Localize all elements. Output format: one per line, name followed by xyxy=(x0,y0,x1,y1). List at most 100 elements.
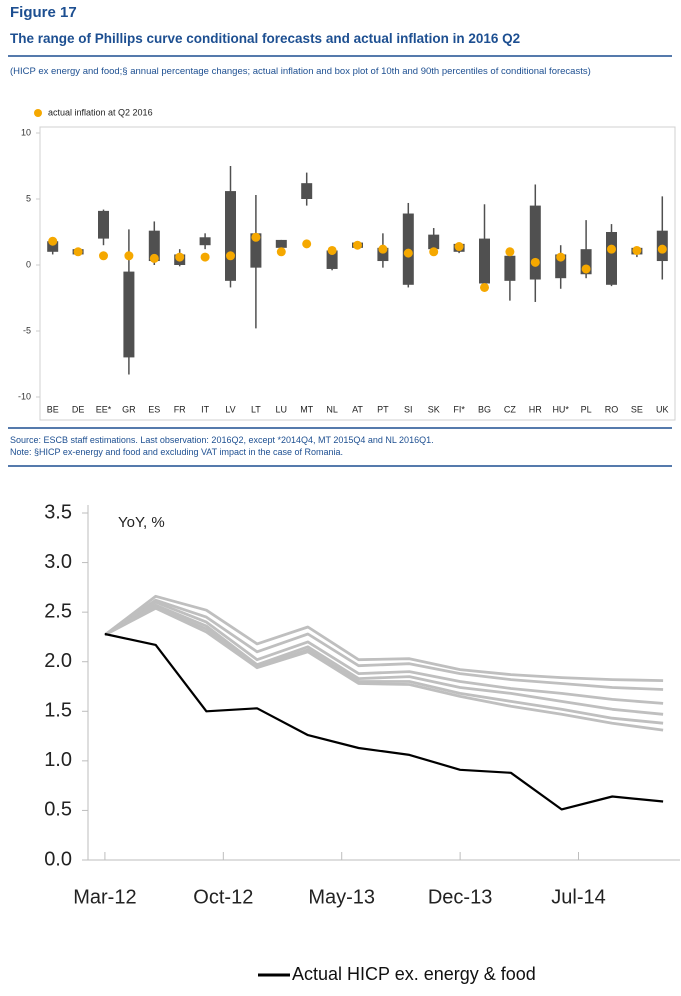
actual-dot xyxy=(124,251,134,261)
actual-dot xyxy=(556,252,566,262)
y-tick-label: 5 xyxy=(26,193,31,203)
x-tick-label: NL xyxy=(326,404,338,414)
series-line xyxy=(104,600,664,705)
actual-dot xyxy=(505,247,515,257)
y-tick-label: 0 xyxy=(26,259,31,269)
x-tick-label: LU xyxy=(276,404,288,414)
x-tick-label: May-13 xyxy=(308,886,375,908)
actual-dot xyxy=(454,242,464,252)
x-tick-label: UK xyxy=(656,404,669,414)
legend-label: actual inflation at Q2 2016 xyxy=(48,107,153,117)
actual-dot xyxy=(73,247,83,257)
x-tick-label: PL xyxy=(581,404,592,414)
note: Source: ESCB staff estimations. Last obs… xyxy=(10,435,434,445)
x-tick-label: HR xyxy=(529,404,542,414)
actual-dot xyxy=(581,264,591,274)
box xyxy=(301,183,313,199)
y-tick-label: 2.5 xyxy=(44,600,72,622)
figure-label: Figure 17 xyxy=(10,4,77,21)
box xyxy=(428,234,440,250)
actual-dot xyxy=(378,244,388,254)
x-tick-label: SK xyxy=(428,404,440,414)
box xyxy=(98,210,109,239)
chart-title: The range of Phillips curve conditional … xyxy=(10,31,521,46)
actual-dot xyxy=(276,247,286,257)
x-tick-label: PT xyxy=(377,404,389,414)
plot-frame xyxy=(39,126,676,421)
actual-dot xyxy=(632,245,642,255)
box xyxy=(148,230,160,262)
y-tick-label: 0.0 xyxy=(44,848,72,870)
y-tick-label: 2.0 xyxy=(44,650,72,672)
actual-dot xyxy=(48,236,58,246)
actual-dot xyxy=(200,252,210,262)
x-tick-label: Oct-12 xyxy=(193,886,253,908)
legend-marker xyxy=(34,109,42,117)
actual-dot xyxy=(530,257,540,267)
x-tick-label: MT xyxy=(300,404,313,414)
actual-dot xyxy=(657,244,667,254)
actual-dot xyxy=(353,240,362,250)
x-tick-label: LV xyxy=(225,404,235,414)
actual-dot xyxy=(99,251,108,261)
chart-subtitle: (HICP ex energy and food;§ annual percen… xyxy=(10,66,591,77)
y-tick-label: 10 xyxy=(21,127,31,137)
box xyxy=(123,271,135,358)
box xyxy=(225,191,236,281)
note: Note: §HICP ex-energy and food and exclu… xyxy=(10,447,344,457)
box xyxy=(580,249,592,275)
actual-dot xyxy=(480,282,489,292)
box xyxy=(504,255,516,281)
box xyxy=(529,205,541,280)
actual-dot xyxy=(327,245,337,255)
x-tick-label: ES xyxy=(148,404,160,414)
actual-dot xyxy=(149,253,159,263)
x-tick-label: HU* xyxy=(552,404,569,414)
box xyxy=(275,239,287,248)
x-tick-label: RO xyxy=(605,404,619,414)
y-tick-label: -5 xyxy=(23,325,31,335)
y-tick-label: 1.5 xyxy=(44,700,72,722)
x-tick-label: Mar-12 xyxy=(73,886,136,908)
x-tick-label: FR xyxy=(174,404,186,414)
actual-dot xyxy=(175,252,185,262)
actual-dot xyxy=(226,251,235,261)
series-line xyxy=(104,598,664,691)
x-tick-label: FI* xyxy=(453,404,465,414)
y-tick-label: 3.0 xyxy=(44,551,72,573)
x-tick-label: IT xyxy=(201,404,210,414)
x-tick-label: Dec-13 xyxy=(428,886,492,908)
box xyxy=(199,237,211,246)
actual-dot xyxy=(251,232,261,242)
actual-dot xyxy=(429,247,439,257)
box xyxy=(606,232,617,285)
x-tick-label: BE xyxy=(47,404,59,414)
series-line xyxy=(104,632,664,811)
x-tick-label: Jul-14 xyxy=(551,886,605,908)
x-tick-label: DE xyxy=(72,404,85,414)
x-tick-label: SI xyxy=(404,404,413,414)
x-tick-label: EE* xyxy=(96,404,112,414)
box xyxy=(377,247,389,262)
actual-dot xyxy=(607,244,616,254)
x-tick-label: AT xyxy=(352,404,363,414)
box xyxy=(555,254,567,279)
y-tick-label: 3.5 xyxy=(44,501,72,523)
x-tick-label: SE xyxy=(631,404,643,414)
series-line xyxy=(104,594,664,682)
box xyxy=(47,241,59,252)
series-line xyxy=(104,605,664,725)
series-line xyxy=(104,606,664,732)
actual-dot xyxy=(403,248,413,258)
x-tick-label: GR xyxy=(122,404,136,414)
x-tick-label: LT xyxy=(251,404,261,414)
x-tick-label: CZ xyxy=(504,404,516,414)
x-tick-label: BG xyxy=(478,404,491,414)
y-tick-label: -10 xyxy=(18,391,31,401)
box xyxy=(326,250,338,269)
box xyxy=(250,233,262,268)
y-tick-label: 0.5 xyxy=(44,799,72,821)
annotation: YoY, % xyxy=(118,514,165,531)
